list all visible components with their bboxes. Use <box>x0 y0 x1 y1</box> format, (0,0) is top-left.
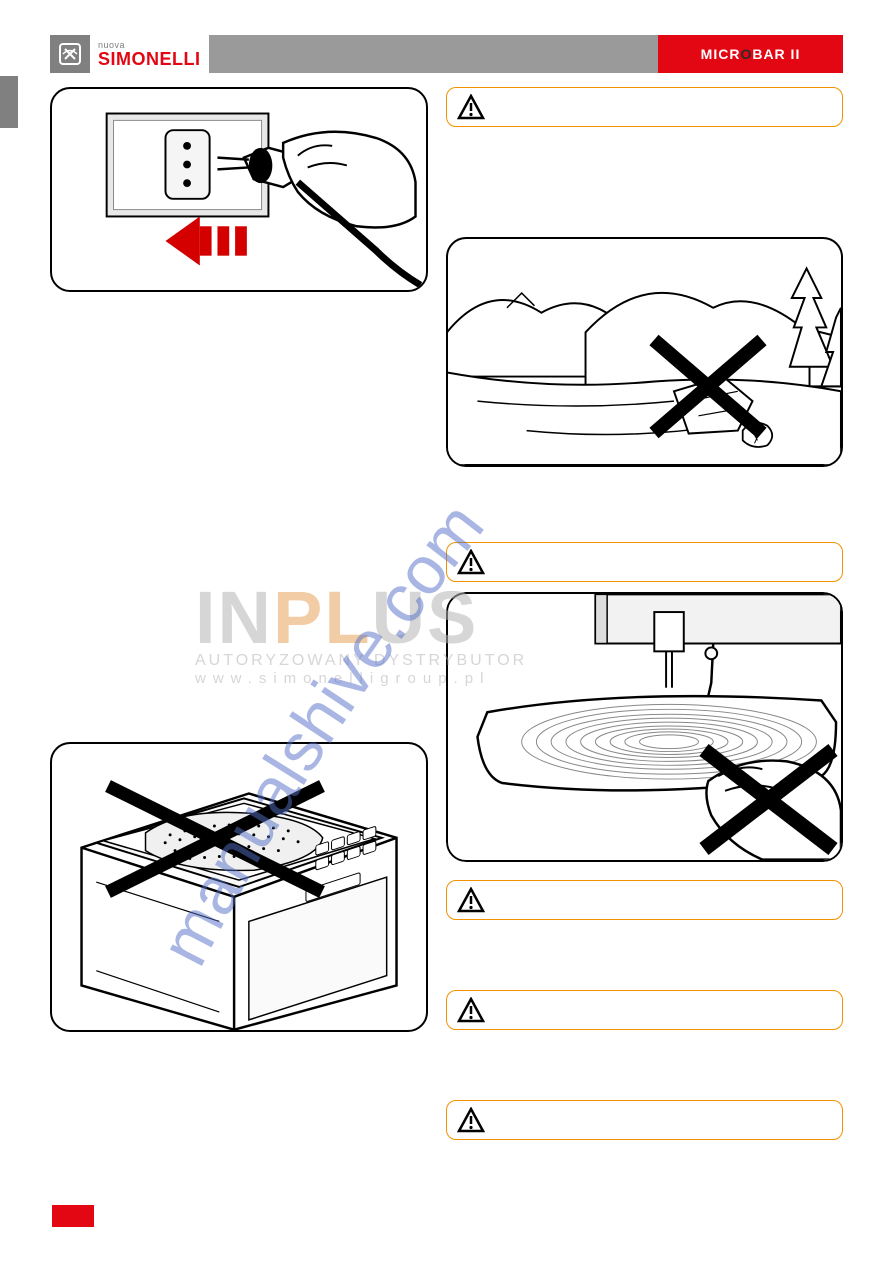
warning-box-3 <box>446 880 843 920</box>
figure-machine <box>50 742 428 1032</box>
product-name: MICROBAR II <box>701 46 801 62</box>
figure-landscape <box>446 237 843 467</box>
warning-box-2 <box>446 542 843 582</box>
page-edge-tab <box>0 76 18 128</box>
brand-large: SIMONELLI <box>98 50 201 68</box>
warning-triangle-icon <box>457 94 485 122</box>
product-badge: MICROBAR II <box>658 35 843 73</box>
logo-icon <box>50 35 90 73</box>
header-gray-bar <box>209 35 659 73</box>
header: nuova SIMONELLI MICROBAR II <box>50 35 843 73</box>
warning-triangle-icon <box>457 997 485 1025</box>
warning-triangle-icon <box>457 887 485 915</box>
right-column <box>446 87 843 1150</box>
warning-triangle-icon <box>457 1107 485 1135</box>
figure-plug <box>50 87 428 292</box>
warning-box-1 <box>446 87 843 127</box>
logo-text: nuova SIMONELLI <box>90 35 209 73</box>
warning-box-4 <box>446 990 843 1030</box>
left-column <box>50 87 428 1150</box>
footer-red-block <box>52 1205 94 1227</box>
warning-triangle-icon <box>457 549 485 577</box>
warning-box-5 <box>446 1100 843 1140</box>
figure-drip-tray <box>446 592 843 862</box>
